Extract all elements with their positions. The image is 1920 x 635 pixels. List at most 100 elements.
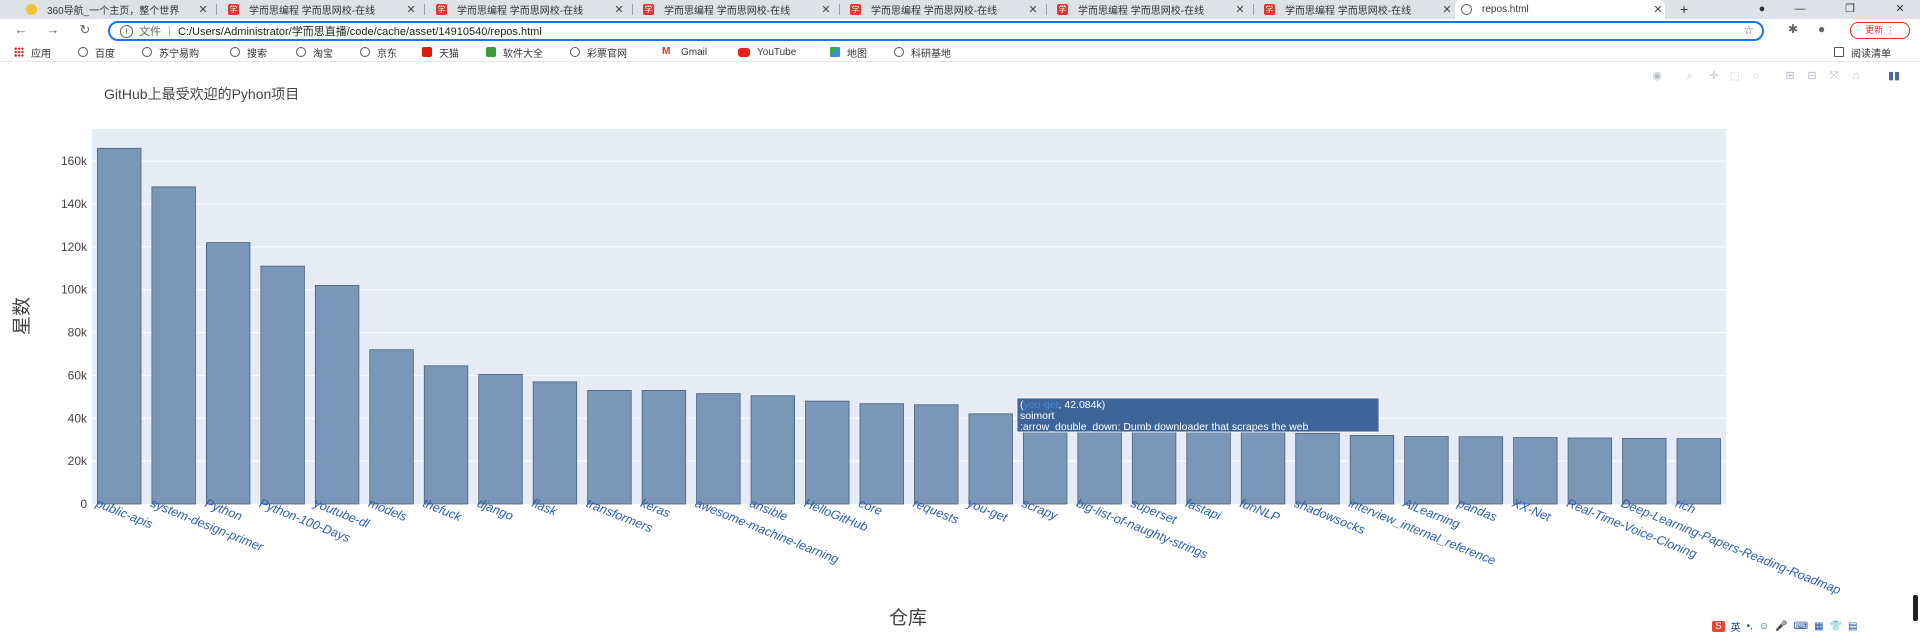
bar[interactable]: [1186, 426, 1231, 505]
reading-list[interactable]: 阅读清单: [1834, 43, 1891, 61]
forward-icon[interactable]: →: [46, 22, 60, 37]
bar[interactable]: [1404, 436, 1449, 505]
bar[interactable]: [1567, 437, 1613, 505]
close-window-icon[interactable]: ✕: [1895, 3, 1905, 15]
zoom-in-icon[interactable]: ⊞: [1785, 70, 1795, 82]
grid-menu-icon[interactable]: ▤: [1847, 620, 1858, 632]
bookmark-item[interactable]: 百度: [78, 43, 115, 61]
bar[interactable]: [314, 285, 360, 505]
tab-search-icon[interactable]: ●: [1758, 3, 1766, 15]
bar[interactable]: [1077, 420, 1122, 505]
close-tab-icon[interactable]: ✕: [1235, 4, 1245, 16]
reset-axes-icon[interactable]: ⌂: [1852, 70, 1860, 82]
skin-icon[interactable]: 👕: [1829, 620, 1842, 632]
lasso-select-icon[interactable]: ◌: [1752, 70, 1760, 82]
site-info-icon[interactable]: i: [120, 24, 133, 38]
close-tab-icon[interactable]: ✕: [1028, 4, 1038, 16]
extensions-icon[interactable]: ✱: [1788, 22, 1799, 36]
bookmark-item[interactable]: 搜索: [230, 43, 267, 61]
browser-tab[interactable]: 学学而思编程 学而思网校-在线 ✕: [1051, 0, 1247, 19]
bar[interactable]: [532, 381, 578, 505]
browser-tab[interactable]: 学学而思编程 学而思网校-在线 ✕: [430, 0, 626, 19]
reload-icon[interactable]: ↻: [79, 22, 91, 37]
bar[interactable]: [205, 242, 251, 505]
bar[interactable]: [859, 403, 904, 505]
bookmark-item[interactable]: 地图: [830, 43, 867, 61]
toolbox-icon[interactable]: ▦: [1814, 620, 1824, 632]
new-tab-button[interactable]: +: [1680, 1, 1689, 17]
ime-language-label[interactable]: 英: [1730, 622, 1741, 634]
bookmark-item[interactable]: 软件大全: [486, 43, 543, 61]
bar[interactable]: [478, 373, 523, 505]
bar[interactable]: [587, 390, 632, 505]
bookmark-item[interactable]: YouTube: [738, 43, 796, 61]
close-tab-icon[interactable]: ✕: [1442, 4, 1452, 16]
zoom-out-icon[interactable]: ⊟: [1807, 70, 1817, 82]
autoscale-icon[interactable]: ⤧: [1829, 70, 1839, 82]
zoom-icon[interactable]: ⌕: [1686, 70, 1694, 82]
url-text[interactable]: C:/Users/Administrator/学而思直播/code/cache/…: [178, 26, 542, 38]
browser-tab[interactable]: 学学而思编程 学而思网校-在线 ✕: [844, 0, 1040, 19]
browser-tab[interactable]: 学学而思编程 学而思网校-在线 ✕: [1258, 0, 1454, 19]
bar[interactable]: [1513, 437, 1558, 505]
bar[interactable]: [1240, 429, 1286, 505]
xueersi-logo-icon: 学: [643, 4, 654, 15]
bookmark-item[interactable]: 苏宁易购: [142, 43, 199, 61]
bar[interactable]: [914, 404, 959, 505]
bookmark-label: 淘宝: [313, 48, 333, 60]
close-tab-icon[interactable]: ✕: [198, 4, 208, 16]
bar[interactable]: [1131, 423, 1177, 505]
profile-avatar[interactable]: ●: [1818, 22, 1826, 36]
address-bar[interactable]: i 文件 C:/Users/Administrator/学而思直播/code/c…: [108, 21, 1764, 41]
bookmark-label: 彩票官网: [587, 48, 627, 60]
bar[interactable]: [750, 395, 796, 505]
close-tab-icon[interactable]: ✕: [406, 4, 416, 16]
browser-tab[interactable]: repos.html ✕: [1455, 0, 1665, 19]
minimize-icon[interactable]: —: [1794, 3, 1806, 15]
keyboard-icon[interactable]: ⌨: [1793, 620, 1809, 632]
bookmark-star-icon[interactable]: ☆: [1743, 23, 1754, 37]
bar[interactable]: [369, 349, 414, 505]
tooltip-description: :arrow_double_down: Dumb downloader that…: [1020, 421, 1309, 433]
punctuation-icon[interactable]: •,: [1746, 620, 1753, 632]
close-tab-icon[interactable]: ✕: [614, 4, 624, 16]
bar[interactable]: [696, 393, 741, 505]
browser-tab[interactable]: 学学而思编程 学而思网校-在线 ✕: [222, 0, 418, 19]
tooltip-x: you-get: [1024, 399, 1059, 411]
bookmark-item[interactable]: 京东: [360, 43, 397, 61]
pan-icon[interactable]: ✛: [1709, 70, 1719, 82]
browser-tab[interactable]: 学学而思编程 学而思网校-在线 ✕: [637, 0, 833, 19]
close-tab-icon[interactable]: ✕: [821, 4, 831, 16]
bar[interactable]: [97, 147, 142, 505]
update-button[interactable]: 更新 ⋮: [1850, 22, 1910, 39]
bar[interactable]: [1622, 438, 1667, 505]
close-tab-icon[interactable]: ✕: [1653, 4, 1663, 16]
camera-icon[interactable]: ◉: [1652, 70, 1662, 82]
bookmark-item[interactable]: 科研基地: [894, 43, 951, 61]
bar[interactable]: [641, 390, 687, 505]
bar[interactable]: [423, 365, 469, 505]
bar[interactable]: [1295, 432, 1340, 505]
browser-tab[interactable]: 360导航_一个主页，整个世界 ✕: [20, 0, 210, 19]
bar[interactable]: [1349, 435, 1395, 505]
bar[interactable]: [260, 265, 305, 505]
bar[interactable]: [151, 186, 196, 505]
maximize-icon[interactable]: ❐: [1845, 3, 1855, 15]
bar[interactable]: [805, 400, 850, 505]
bar[interactable]: [1676, 438, 1721, 505]
bookmark-item[interactable]: 彩票官网: [570, 43, 627, 61]
bookmark-item[interactable]: 应用: [14, 43, 51, 61]
bar[interactable]: [968, 413, 1013, 505]
back-icon[interactable]: ←: [14, 22, 28, 37]
bar[interactable]: [1458, 436, 1504, 505]
plotly-logo-icon[interactable]: ▮▮: [1887, 70, 1901, 82]
scrollbar-thumb[interactable]: [1913, 595, 1918, 621]
microphone-icon[interactable]: 🎤: [1775, 620, 1788, 632]
bookmark-item[interactable]: M Gmail: [662, 43, 707, 61]
emoji-icon[interactable]: ☺: [1758, 620, 1770, 632]
bookmark-item[interactable]: 天猫: [422, 43, 459, 61]
sogou-ime-icon[interactable]: S: [1712, 620, 1725, 632]
box-select-icon[interactable]: ⬚: [1729, 70, 1741, 82]
bookmark-item[interactable]: 淘宝: [296, 43, 333, 61]
